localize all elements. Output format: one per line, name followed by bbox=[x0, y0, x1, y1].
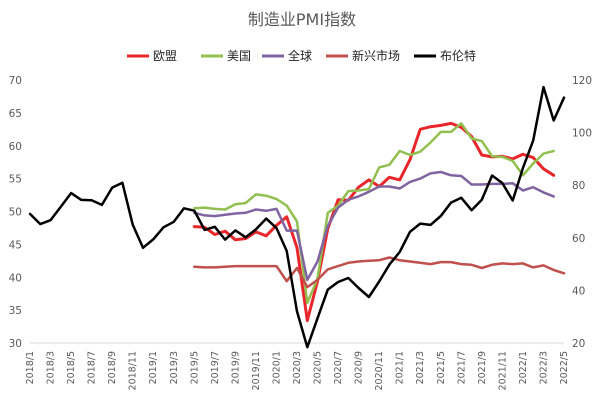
x-tick-label: 2021/1 bbox=[395, 351, 406, 384]
x-tick-label: 2018/7 bbox=[87, 351, 98, 384]
chart-title: 制造业PMI指数 bbox=[248, 10, 356, 29]
x-tick-label: 2020/5 bbox=[313, 351, 324, 384]
x-tick-label: 2018/5 bbox=[66, 351, 77, 384]
x-tick-label: 2020/7 bbox=[333, 351, 344, 384]
series-line-3 bbox=[193, 256, 566, 289]
right-tick-label: 80 bbox=[572, 180, 585, 192]
legend-label-3: 新兴市场 bbox=[352, 48, 400, 63]
series-line-2 bbox=[193, 170, 555, 282]
left-tick-label: 65 bbox=[9, 108, 22, 120]
x-tick-label: 2019/7 bbox=[210, 351, 221, 384]
left-tick-label: 30 bbox=[9, 338, 22, 350]
x-tick-label: 2022/5 bbox=[559, 351, 570, 384]
x-tick-label: 2018/3 bbox=[46, 351, 57, 384]
left-tick-label: 60 bbox=[9, 141, 22, 153]
left-tick-label: 55 bbox=[9, 174, 22, 186]
x-tick-label: 2019/5 bbox=[189, 351, 200, 384]
legend-label-0: 欧盟 bbox=[153, 49, 177, 63]
left-tick-label: 40 bbox=[9, 272, 22, 284]
x-tick-label: 2018/1 bbox=[25, 351, 36, 384]
x-axis: 2018/1 2018/3 2018/5 2018/7 2018/9 2018/11 201… bbox=[25, 342, 570, 390]
left-tick-label: 35 bbox=[9, 305, 22, 317]
left-tick-label: 50 bbox=[9, 207, 22, 219]
x-tick-label: 2020/11 bbox=[374, 351, 385, 390]
x-tick-label: 2019/1 bbox=[148, 351, 159, 384]
series-layer bbox=[28, 85, 566, 349]
x-tick-label: 2021/11 bbox=[497, 351, 508, 390]
series-line-1 bbox=[193, 122, 555, 305]
right-tick-label: 40 bbox=[572, 285, 585, 297]
legend-label-4: 布伦特 bbox=[440, 48, 476, 63]
x-tick-label: 2019/3 bbox=[169, 351, 180, 384]
x-tick-label: 2021/3 bbox=[415, 351, 426, 384]
legend-label-2: 全球 bbox=[288, 48, 312, 63]
right-tick-label: 60 bbox=[572, 233, 585, 245]
left-y-axis: 30 35 40 45 50 55 60 65 70 bbox=[9, 75, 22, 350]
right-tick-label: 120 bbox=[572, 75, 592, 87]
legend-label-1: 美国 bbox=[227, 49, 251, 63]
x-tick-label: 2021/7 bbox=[456, 351, 467, 384]
x-tick-label: 2020/3 bbox=[292, 351, 303, 384]
left-tick-label: 70 bbox=[9, 75, 22, 87]
x-tick-label: 2018/11 bbox=[128, 351, 139, 390]
right-y-axis: 20 40 60 80 100 120 bbox=[572, 75, 592, 350]
right-tick-label: 100 bbox=[572, 128, 592, 140]
right-tick-label: 20 bbox=[572, 338, 585, 350]
legend: 欧盟 美国 全球 新兴市场 布伦特 bbox=[127, 48, 476, 63]
x-tick-label: 2018/9 bbox=[107, 351, 118, 384]
x-tick-label: 2021/9 bbox=[477, 351, 488, 384]
x-tick-label: 2022/1 bbox=[518, 351, 529, 384]
x-tick-label: 2019/11 bbox=[251, 351, 262, 390]
x-tick-label: 2019/9 bbox=[230, 351, 241, 384]
x-tick-label: 2021/5 bbox=[436, 351, 447, 384]
series-line-4 bbox=[28, 85, 566, 349]
x-tick-label: 2022/3 bbox=[538, 351, 549, 384]
left-tick-label: 45 bbox=[9, 239, 22, 251]
x-tick-label: 2020/1 bbox=[271, 351, 282, 384]
x-tick-label: 2020/9 bbox=[354, 351, 365, 384]
